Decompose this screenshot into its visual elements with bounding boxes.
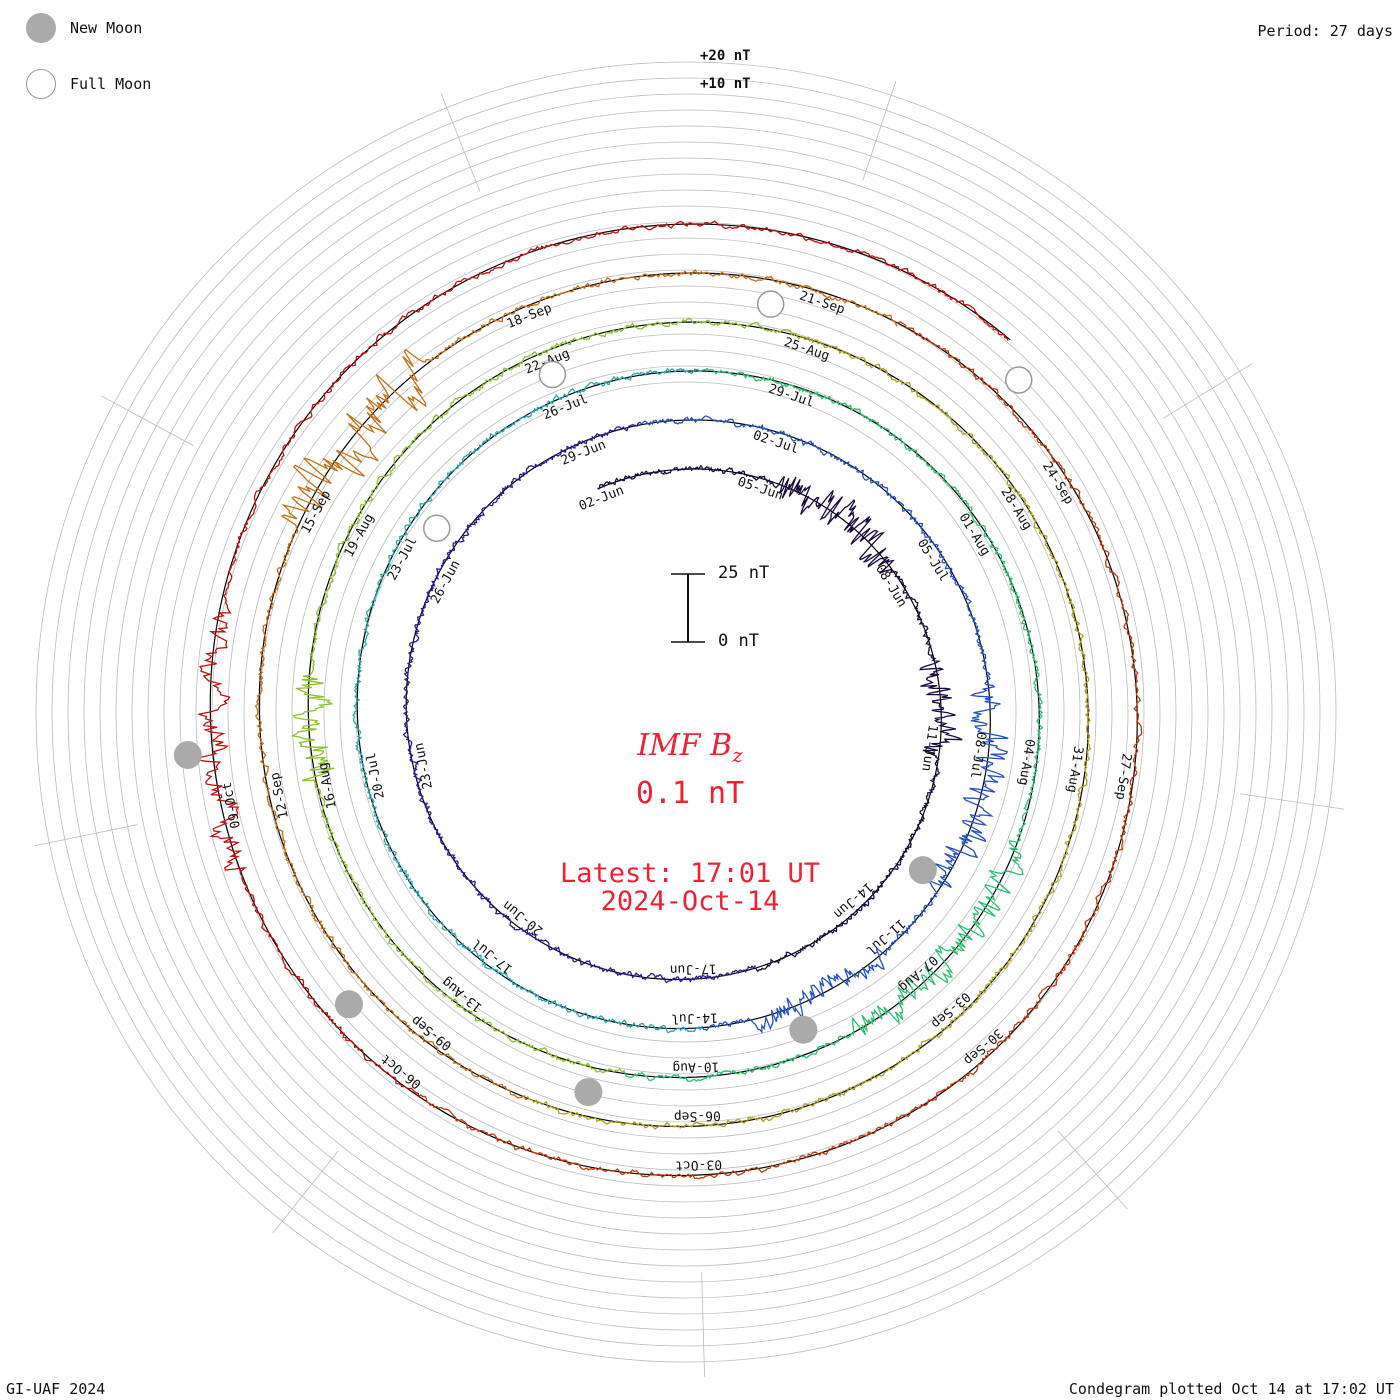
date-tick-label: 12-Sep [268,771,292,820]
ring-grid [35,61,1337,1363]
day-spoke [1239,793,1344,810]
chart-title-main: IMF B [637,728,733,763]
date-tick-label: 31-Aug [1064,745,1086,794]
day-spoke [34,824,138,847]
new-moon-icon [26,13,56,43]
grid-ring [99,125,1273,1299]
grid-ring [227,253,1145,1171]
grid-ring [291,317,1081,1107]
latest-time: Latest: 17:01 UT [559,858,821,889]
date-tick-label: 20-Jul [364,751,388,800]
date-tick-label: 04-Aug [1015,738,1037,787]
bz-series-line [597,464,963,973]
day-spoke [862,80,897,181]
moon-phase-markers [173,290,1033,1107]
plotted-timestamp: Condegram plotted Oct 14 at 17:02 UT [1068,1380,1394,1398]
grid-ring [259,285,1113,1139]
bz-trace [196,220,1143,1180]
grid-ring [339,365,1033,1059]
date-tick-label: 15-Sep [299,488,335,537]
grid-ring [243,269,1129,1155]
grid-ring [195,221,1177,1203]
bz-series-line [290,318,796,1074]
legend-full-moon-label: Full Moon [70,75,152,93]
full-moon-marker [1005,366,1033,394]
scale-top-label: 25 nT [718,563,770,583]
date-tick-label: 17-Jun [670,960,717,976]
bz-series-line [639,415,1009,1034]
bz-series-line [417,321,1143,1180]
chart-title: IMF Bz [440,728,940,767]
date-tick-label: 24-Sep [1039,459,1076,507]
day-spoke [1162,363,1253,419]
grid-ring [355,381,1017,1043]
date-tick-label: 10-Aug [672,1058,719,1074]
grid-ring [275,301,1097,1123]
date-tick-label: 11-Jun [918,724,940,773]
legend-new-moon: New Moon [26,13,142,43]
full-moon-icon [26,69,56,99]
grid-ring [67,93,1305,1331]
day-spokes [34,80,1344,1377]
full-moon-marker [423,514,451,543]
date-tick-label: 08-Jul [967,731,989,780]
chart-title-subscript: z [732,743,743,767]
legend-new-moon-label: New Moon [70,19,143,37]
ring-scale-outer-label: +20 nT [700,48,751,64]
date-tick-label: 23-Jun [412,741,436,790]
bz-series-line [196,220,1009,1097]
current-value: 0.1 nT [635,776,745,811]
grid-ring [83,109,1289,1315]
bz-series-line [402,421,757,984]
amplitude-scale-bar [671,573,705,643]
grid-ring [163,189,1209,1235]
date-tick-label: 06-Sep [673,1107,721,1123]
day-spoke [1057,1130,1128,1210]
day-spoke [440,93,481,192]
day-spoke [701,1271,705,1377]
grid-ring [51,77,1321,1347]
ring-scale-inner-label: +10 nT [700,76,751,92]
new-moon-marker [334,990,363,1019]
grid-ring [179,205,1193,1219]
date-tick-label: 19-Aug [342,511,378,559]
new-moon-marker [574,1078,603,1107]
latest-date: 2024-Oct-14 [600,886,780,917]
bz-series-line [352,367,709,1034]
bz-series-line [254,268,898,1100]
date-tick-label: 27-Sep [1112,752,1134,801]
period-label: Period: 27 days [1257,22,1393,40]
day-spoke [272,1150,339,1234]
scale-bottom-label: 0 nT [718,631,759,651]
day-spoke [100,395,194,447]
legend-full-moon: Full Moon [26,69,151,99]
credit-label: GI-UAF 2024 [6,1380,106,1398]
date-tick-label: 03-Oct [675,1156,722,1172]
date-tick-label: 14-Jul [671,1009,718,1025]
bz-series-line [527,333,1092,1130]
new-moon-marker [789,1015,818,1044]
grid-ring [115,141,1257,1283]
grid-ring [147,173,1225,1251]
grid-ring [35,61,1337,1363]
bz-series-line [623,368,1044,1082]
full-moon-marker [756,290,785,318]
new-moon-marker [173,740,202,769]
grid-ring [131,157,1241,1267]
grid-ring [323,349,1049,1075]
date-tick-label: 05-Jun [736,475,785,504]
new-moon-marker [908,856,937,885]
full-moon-marker [538,360,567,389]
